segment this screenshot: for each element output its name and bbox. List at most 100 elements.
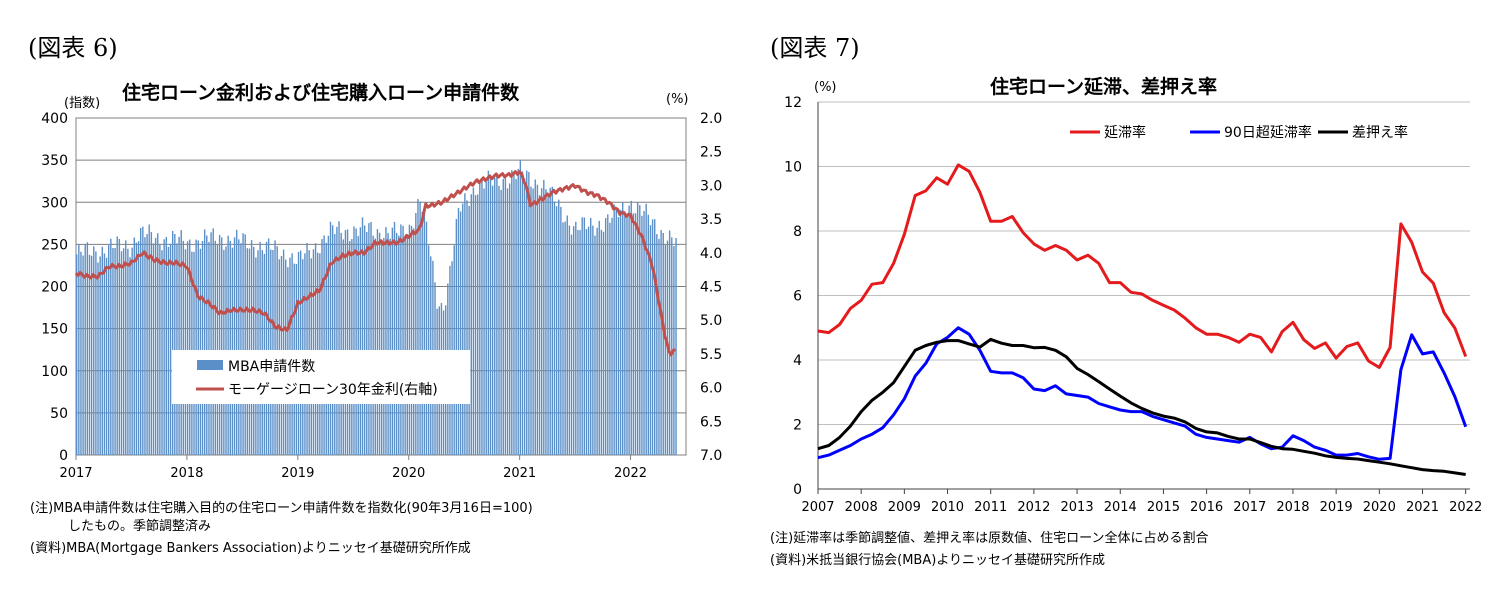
chart1-bar (581, 217, 583, 455)
chart1-bar (483, 188, 485, 455)
chart1-bar (549, 187, 551, 455)
chart1-bar (374, 238, 377, 455)
chart1-bar (306, 243, 308, 455)
chart1-bar (178, 236, 180, 455)
chart1-bar (99, 256, 101, 455)
figure-7-source: (資料)米抵当銀行協会(MBA)よりニッセイ基礎研究所作成 (770, 553, 1106, 568)
chart1-bar (491, 185, 494, 455)
chart1-bar (274, 240, 276, 455)
chart1-bar (368, 223, 370, 455)
chart1-bar (189, 239, 191, 455)
chart1-bar (131, 247, 133, 455)
figure-7-unit: (%) (814, 80, 837, 95)
chart1-bar (624, 211, 626, 455)
chart1-y-left-tick-label: 300 (41, 195, 68, 211)
chart2-y-tick-label: 12 (784, 95, 802, 111)
chart1-bar (485, 181, 487, 455)
chart1-bar (240, 243, 242, 455)
chart1-y-right-tick-label: 6.5 (700, 414, 722, 430)
chart1-bar (116, 236, 118, 455)
chart1-bar (572, 226, 575, 455)
chart1-bar (566, 215, 568, 455)
chart1-bar (327, 235, 330, 455)
chart1-bar (598, 220, 600, 455)
chart1-bar (498, 185, 500, 455)
chart1-bar (651, 219, 654, 455)
chart1-bar (127, 248, 129, 455)
chart1-bar (250, 240, 253, 455)
chart1-bar (118, 238, 121, 455)
chart1-x-tick-label: 2019 (281, 466, 314, 481)
chart1-bar (547, 196, 549, 455)
chart1-bar (587, 226, 590, 455)
chart1-bar (421, 211, 423, 455)
chart1-bar (528, 172, 530, 455)
chart1-bar (462, 203, 464, 455)
chart1-bar (146, 234, 148, 455)
chart2-x-tick-label: 2022 (1449, 500, 1482, 515)
chart1-bar (244, 234, 246, 455)
chart1-bar (570, 234, 573, 455)
chart1-x-tick-label: 2017 (59, 466, 92, 481)
chart1-bar (381, 243, 383, 455)
chart1-bar (355, 228, 357, 455)
chart1-y-left-tick-label: 250 (41, 237, 68, 253)
chart1-bar (167, 246, 170, 455)
chart1-bar (404, 237, 406, 455)
chart2-series-line-0 (817, 163, 1468, 369)
chart1-bar (464, 193, 466, 456)
chart1-bar (555, 206, 558, 455)
chart1-bar (511, 170, 513, 455)
chart1-bar (466, 200, 468, 455)
chart1-bar (415, 213, 417, 455)
chart1-bar (391, 227, 394, 455)
chart1-bar (154, 237, 157, 455)
chart1-y-right-tick-label: 4.0 (700, 246, 722, 262)
chart1-y-right-tick-label: 6.0 (700, 381, 722, 397)
chart1-bar (265, 241, 268, 455)
chart1-bar (568, 225, 571, 455)
chart1-bar (165, 236, 167, 455)
chart1-bar (370, 221, 372, 455)
chart1-y-right-tick-label: 3.5 (700, 212, 722, 228)
chart1-y-right-tick-label: 2.5 (700, 145, 722, 161)
chart1-bar (393, 221, 396, 455)
chart1-bar (195, 239, 197, 455)
chart2-legend-label-2: 差押え率 (1352, 124, 1408, 141)
chart1-x-tick-label: 2020 (392, 466, 425, 481)
chart1-y-left-tick-label: 100 (41, 364, 68, 380)
chart1-bar (86, 242, 89, 455)
chart1-bar (385, 227, 387, 455)
chart1-bar (267, 238, 270, 455)
chart1-bar (152, 243, 155, 455)
chart2-series-line-1 (817, 326, 1468, 461)
chart2-series-line-2 (817, 337, 1466, 476)
chart1-y-left-tick-label: 200 (41, 280, 68, 296)
figure-6-label: (図表 6) (28, 34, 118, 62)
chart1-bar (169, 243, 172, 455)
chart1-bar (502, 178, 504, 455)
chart1-bar (203, 229, 206, 455)
chart1-bar (615, 207, 618, 455)
chart1-bar (479, 180, 481, 456)
chart1-bar (400, 224, 402, 455)
chart1-bar (543, 179, 545, 456)
figure-7-note: (注)延滞率は季節調整値、差押え率は原数値、住宅ローン全体に占める割合 (770, 531, 1209, 546)
chart1-bar (455, 218, 458, 455)
chart1-y-right-tick-label: 4.5 (700, 280, 722, 296)
chart1-bar (489, 177, 492, 456)
chart1-bar (389, 238, 391, 455)
chart1-bar (457, 207, 460, 455)
chart1-bar (656, 234, 658, 455)
chart1-legend-swatch-bars (197, 360, 223, 370)
chart1-bar (645, 203, 647, 455)
chart1-bar (643, 210, 645, 455)
chart1-bar (180, 230, 182, 455)
chart1-bar (78, 244, 80, 455)
chart1-bar (97, 262, 99, 455)
chart1-bar (562, 222, 564, 455)
chart2-x-tick-label: 2011 (974, 500, 1007, 515)
chart2-x-tick-label: 2021 (1406, 500, 1439, 515)
chart1-bar (513, 172, 515, 455)
chart1-bar (359, 227, 362, 455)
